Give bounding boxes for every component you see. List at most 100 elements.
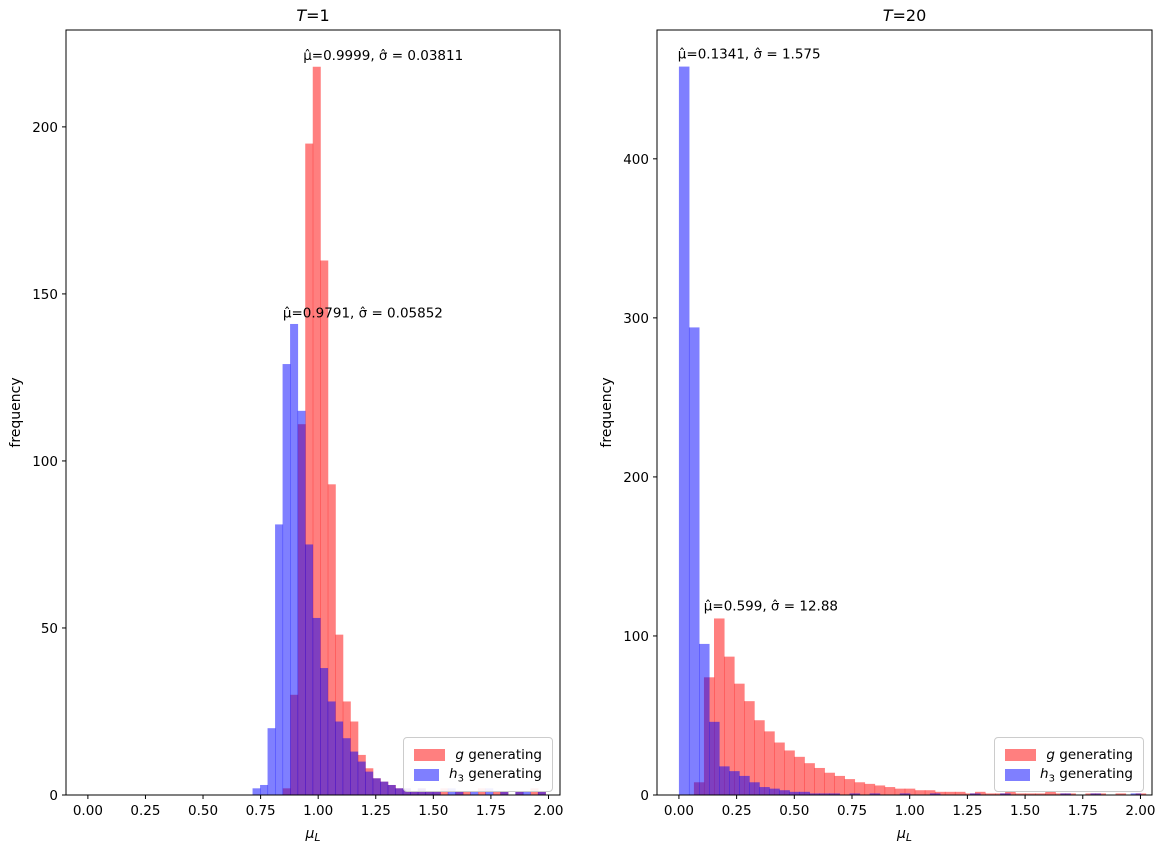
histogram-bar-blue xyxy=(809,793,820,795)
histogram-bar-blue xyxy=(387,784,396,795)
legend-label: g generating xyxy=(455,747,542,763)
histogram-bar-blue xyxy=(267,728,276,795)
stats-annotation: μ̂=0.599, σ̂ = 12.88 xyxy=(704,599,838,615)
y-tick-label: 200 xyxy=(623,470,649,486)
x-tick-label: 0.50 xyxy=(779,803,809,819)
x-axis-label-left: μL xyxy=(304,826,320,844)
y-tick-label: 0 xyxy=(49,788,58,804)
histogram-bar-blue xyxy=(819,793,830,795)
x-tick-label: 1.25 xyxy=(952,803,982,819)
x-tick-label: 0.50 xyxy=(188,803,218,819)
x-tick-label: 0.25 xyxy=(130,803,160,819)
histogram-bar-red xyxy=(804,763,815,795)
y-tick-label: 100 xyxy=(32,454,58,470)
histogram-bar-red xyxy=(492,791,501,795)
x-tick-label: 1.25 xyxy=(361,803,391,819)
histogram-bar-red xyxy=(854,782,866,795)
legend-swatch xyxy=(1005,749,1037,761)
histogram-bar-blue xyxy=(678,66,690,795)
x-axis-label-right: μL xyxy=(896,826,912,844)
histogram-bar-red xyxy=(784,750,795,795)
legend-right: g generating h3 generating xyxy=(994,737,1144,792)
histogram-bar-red xyxy=(305,143,314,795)
histogram-bar-red xyxy=(462,791,471,795)
legend-label: g generating xyxy=(1046,747,1133,763)
histogram-bar-red xyxy=(754,720,765,795)
histogram-bar-blue xyxy=(380,781,389,795)
histogram-bar-blue xyxy=(515,791,524,795)
legend-swatch xyxy=(1005,769,1031,781)
histogram-bar-red xyxy=(954,791,966,795)
histogram-bar-blue xyxy=(410,791,419,795)
histogram-bar-blue xyxy=(320,668,329,795)
histogram-bar-red xyxy=(335,634,344,795)
histogram-bar-blue xyxy=(252,788,261,795)
x-tick-label: 0.25 xyxy=(722,803,752,819)
x-tick-label: 2.00 xyxy=(533,803,563,819)
histogram-bar-red xyxy=(985,793,996,795)
legend-label: h3 generating xyxy=(1040,765,1133,785)
histogram-bar-blue xyxy=(350,751,359,795)
histogram-bar-blue xyxy=(357,761,366,795)
histogram-bar-blue xyxy=(779,790,790,795)
histogram-bar-red xyxy=(884,787,896,795)
histogram-bar-blue xyxy=(849,793,861,795)
x-tick-label: 0.75 xyxy=(837,803,867,819)
x-tick-label: 1.75 xyxy=(476,803,506,819)
histogram-bar-blue xyxy=(729,771,740,795)
histogram-bar-blue xyxy=(688,327,700,795)
histogram-bar-blue xyxy=(425,791,434,795)
histogram-bar-blue xyxy=(365,771,374,795)
y-axis-label-left: frequency xyxy=(8,377,24,447)
x-tick-label: 1.00 xyxy=(303,803,333,819)
stats-annotation: μ̂=0.9791, σ̂ = 0.05852 xyxy=(283,305,443,321)
histogram-bar-blue xyxy=(970,793,981,795)
histogram-bar-blue xyxy=(1000,793,1011,795)
x-tick-label: 1.00 xyxy=(895,803,925,819)
legend-item: h3 generating xyxy=(1005,765,1133,785)
y-tick-label: 50 xyxy=(41,621,58,637)
x-tick-label: 1.50 xyxy=(418,803,448,819)
histogram-bar-blue xyxy=(719,766,730,795)
histogram-bar-blue xyxy=(260,784,269,795)
histogram-bar-blue xyxy=(749,782,760,795)
histogram-bar-blue xyxy=(470,791,479,795)
histogram-bar-red xyxy=(734,683,745,795)
x-tick-label: 0.00 xyxy=(664,803,694,819)
histogram-bar-red xyxy=(764,731,775,795)
x-tick-label: 2.00 xyxy=(1125,803,1155,819)
x-tick-label: 0.75 xyxy=(246,803,276,819)
histogram-bar-blue xyxy=(899,793,911,795)
histogram-bar-blue xyxy=(305,544,314,795)
histogram-bar-red xyxy=(914,790,926,795)
histogram-bar-blue xyxy=(699,643,710,795)
histogram-bar-blue xyxy=(739,775,750,795)
legend-item: g generating xyxy=(1005,745,1133,765)
histogram-bar-blue xyxy=(395,788,404,795)
histogram-bar-blue xyxy=(1090,793,1102,795)
histogram-bar-red xyxy=(944,791,956,795)
histogram-bar-blue xyxy=(799,791,810,795)
histogram-bar-red xyxy=(924,790,936,795)
histogram-bar-blue xyxy=(282,364,291,795)
axes-spines-left xyxy=(65,29,561,796)
y-tick-label: 100 xyxy=(623,629,649,645)
legend-left: g generating h3 generating xyxy=(403,737,553,792)
x-tick-label: 1.50 xyxy=(1010,803,1040,819)
histogram-bar-red xyxy=(1025,793,1036,795)
histogram-bar-blue xyxy=(290,323,299,795)
histogram-bar-blue xyxy=(1130,793,1142,795)
legend-label: h3 generating xyxy=(449,765,542,785)
y-tick-label: 400 xyxy=(623,152,649,168)
y-tick-label: 200 xyxy=(32,120,58,136)
histogram-bar-blue xyxy=(312,617,321,795)
histogram-bar-red xyxy=(904,788,916,795)
stats-annotation: μ̂=0.9999, σ̂ = 0.03811 xyxy=(303,48,463,64)
histogram-bar-red xyxy=(824,772,835,795)
histogram-bar-blue xyxy=(1060,793,1071,795)
histogram-bar-red xyxy=(312,66,321,795)
y-tick-label: 300 xyxy=(623,311,649,327)
histogram-bar-blue xyxy=(537,791,546,795)
legend-swatch xyxy=(414,749,446,761)
